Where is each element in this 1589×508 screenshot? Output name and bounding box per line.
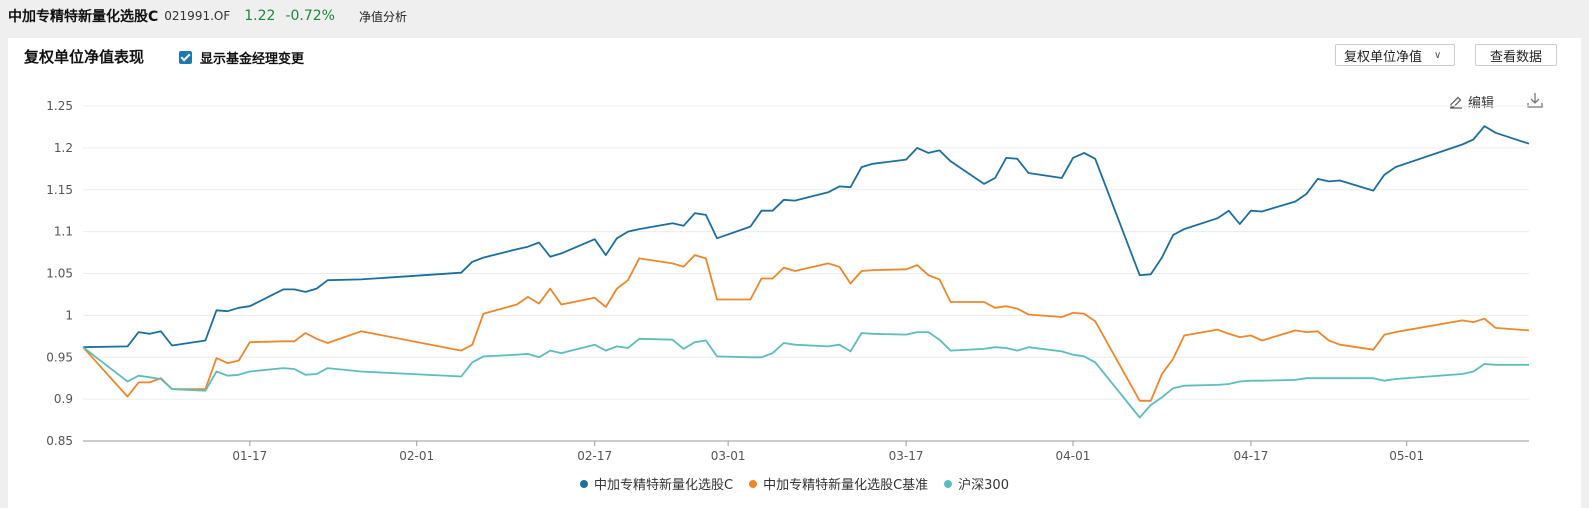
x-tick-label: 02-01: [399, 449, 434, 463]
series-line-1[interactable]: [82, 254, 1530, 402]
download-icon: [1527, 93, 1543, 108]
fund-name: 中加专精特新量化选股C: [8, 9, 159, 25]
legend-item[interactable]: 沪深300: [944, 474, 1009, 493]
nav-change: -0.72%: [285, 8, 335, 24]
checkbox-checked-icon[interactable]: [179, 51, 192, 64]
y-tick-label: 0.95: [46, 350, 73, 364]
nav-performance-panel: 复权单位净值表现 显示基金经理变更 复权单位净值 ∨ 查看数据 编辑 0.85 0…: [8, 38, 1581, 508]
x-tick-label: 04-17: [1233, 449, 1268, 463]
x-tick-label: 03-17: [889, 449, 924, 463]
fund-header: 中加专精特新量化选股C 021991.OF 1.22 -0.72% 净值分析: [0, 0, 1589, 32]
y-tick-label: 1.15: [46, 183, 73, 197]
series-line-2[interactable]: [82, 331, 1529, 419]
checkbox-label: 显示基金经理变更: [200, 52, 305, 67]
x-tick-label: 01-17: [232, 449, 267, 463]
nav-line-chart: 0.85 0.9 0.95 1 1.05 1.1 1.15 1.2 1.25 01-17 02-01…: [46, 99, 1530, 463]
download-button[interactable]: [1526, 91, 1544, 113]
legend-label: 中加专精特新量化选股C基准: [763, 478, 929, 493]
legend-item[interactable]: 中加专精特新量化选股C基准: [749, 474, 928, 493]
x-tick-label: 05-01: [1389, 449, 1424, 463]
y-tick-label: 1.1: [54, 225, 73, 239]
nav-type-select[interactable]: 复权单位净值 ∨: [1335, 44, 1455, 66]
select-value: 复权单位净值: [1344, 49, 1423, 65]
nav-analysis-tab[interactable]: 净值分析: [358, 9, 407, 24]
legend-dot-icon: [580, 479, 588, 488]
show-manager-change-checkbox[interactable]: 显示基金经理变更: [179, 48, 304, 67]
panel-title: 复权单位净值表现: [24, 48, 145, 66]
chart-legend: 中加专精特新量化选股C 中加专精特新量化选股C基准 沪深300: [8, 474, 1581, 493]
legend-dot-icon: [749, 479, 758, 488]
view-data-button[interactable]: 查看数据: [1475, 44, 1557, 66]
legend-item[interactable]: 中加专精特新量化选股C: [580, 474, 733, 493]
legend-dot-icon: [944, 479, 953, 488]
x-tick-label: 02-17: [577, 449, 612, 463]
nav-value: 1.22: [244, 8, 276, 24]
y-tick-label: 1.2: [54, 141, 73, 155]
x-tick-label: 03-01: [711, 449, 746, 463]
edit-button[interactable]: 编辑: [1449, 92, 1494, 111]
y-tick-label: 1.25: [46, 99, 73, 113]
y-tick-label: 1.05: [46, 267, 73, 281]
y-tick-label: 0.85: [46, 434, 73, 448]
edit-label: 编辑: [1468, 96, 1495, 111]
x-tick-label: 04-01: [1056, 449, 1091, 463]
series-line-0[interactable]: [82, 125, 1530, 349]
chevron-down-icon: ∨: [1434, 49, 1442, 61]
y-tick-label: 1: [65, 308, 73, 322]
fund-code: 021991.OF: [164, 9, 231, 23]
legend-label: 中加专精特新量化选股C: [594, 478, 734, 493]
y-tick-label: 0.9: [54, 392, 73, 406]
legend-label: 沪深300: [958, 478, 1009, 493]
